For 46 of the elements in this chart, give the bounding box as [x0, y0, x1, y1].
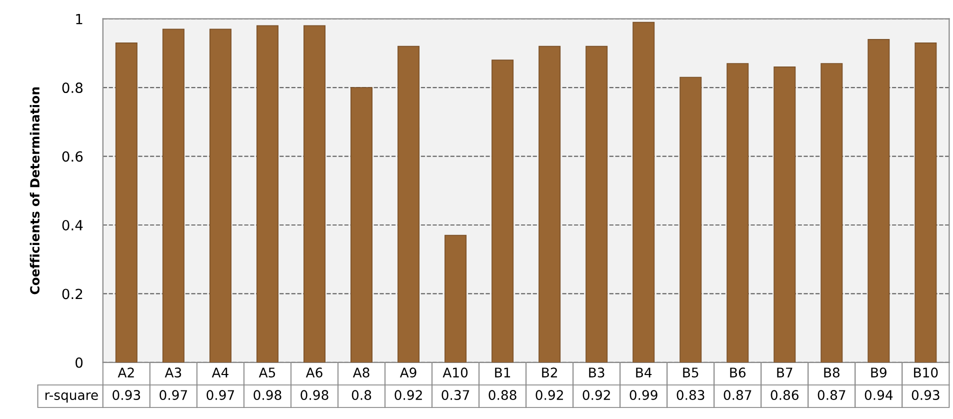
- data-label: 0.8: [352, 390, 372, 400]
- x-tick-label: A3: [164, 368, 182, 378]
- x-tick-label: A8: [352, 368, 370, 378]
- bar: [398, 46, 420, 362]
- x-tick-label: A4: [212, 368, 228, 378]
- x-tick-label: B8: [824, 368, 840, 378]
- data-label: 0.98: [300, 390, 328, 400]
- x-tick-label: B3: [589, 368, 604, 378]
- data-label: 0.94: [864, 390, 893, 400]
- data-label: 0.37: [442, 390, 470, 400]
- data-label: 0.92: [536, 390, 563, 400]
- x-tick-label: A9: [400, 368, 416, 378]
- y-axis-title: Coefficients of Determination: [30, 87, 40, 294]
- y-tick-label: 0.2: [62, 288, 82, 300]
- x-tick-label: A6: [306, 368, 322, 378]
- text: r-square: [45, 392, 98, 403]
- x-tick-label: B6: [730, 368, 746, 378]
- data-label: 0.93: [112, 390, 140, 400]
- data-label: 0.92: [394, 390, 422, 400]
- x-tick-label: A2: [118, 368, 134, 378]
- data-label: 0.87: [724, 390, 752, 400]
- data-label: 0.99: [630, 390, 658, 400]
- x-tick-label: B7: [777, 368, 792, 378]
- data-label: 0.83: [676, 390, 704, 400]
- x-tick-label: A5: [258, 368, 276, 378]
- data-label: 0.97: [206, 390, 234, 400]
- y-tick-label: 0.6: [62, 151, 83, 162]
- data-label: 0.87: [818, 390, 846, 400]
- data-label: 0.97: [160, 390, 188, 400]
- x-tick-label: B4: [636, 368, 652, 378]
- x-tick-label: B10: [914, 368, 938, 378]
- data-label: 0.86: [770, 390, 798, 400]
- y-tick-label: 1: [76, 14, 82, 24]
- y-tick-label: 0: [76, 357, 83, 368]
- data-label: 0.88: [488, 390, 516, 400]
- data-label: 0.92: [582, 390, 610, 400]
- data-label: 0.93: [912, 390, 940, 400]
- bar: [209, 28, 232, 362]
- x-tick-label: B1: [495, 368, 510, 378]
- y-tick-label: 0.4: [62, 220, 83, 230]
- x-tick-label: B2: [542, 368, 557, 378]
- y-tick-label: 0.8: [62, 82, 83, 94]
- data-label: 0.98: [254, 390, 282, 400]
- x-tick-label: B9: [871, 368, 886, 378]
- x-tick-label: B5: [683, 368, 698, 378]
- x-tick-label: A10: [442, 368, 468, 378]
